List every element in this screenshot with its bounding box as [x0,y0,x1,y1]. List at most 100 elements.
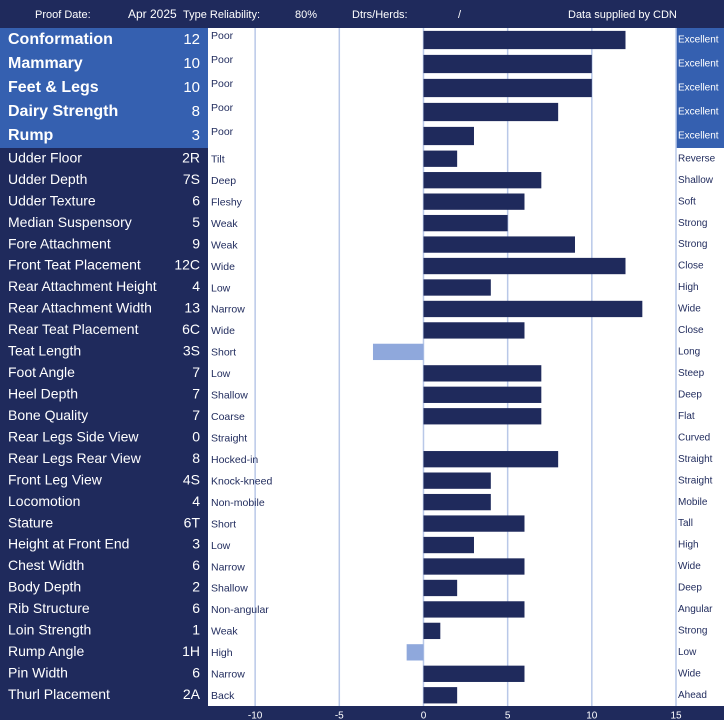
trait-name: Body Depth [8,579,81,595]
bar [423,601,525,618]
trait-name: Udder Floor [8,149,82,165]
summary-highlight [0,28,208,148]
trait-name: Conformation [8,31,113,48]
bar [423,515,525,532]
trait-score: 7 [192,386,200,402]
bar [423,408,542,425]
bar [423,257,626,275]
trait-score: 6T [184,514,201,530]
right-label: Excellent [678,35,719,46]
trait-name: Loin Strength [8,622,91,638]
bar [423,622,441,640]
right-label: Wide [678,668,701,679]
trait-score: 12C [174,257,200,273]
left-label: Narrow [211,561,245,573]
left-label: Poor [211,102,234,114]
trait-name: Rump Angle [8,643,84,659]
right-label: Strong [678,239,707,250]
left-label: Shallow [211,390,248,402]
trait-name: Rear Legs Rear View [8,450,142,466]
bar [423,665,525,682]
bar [423,687,458,704]
trait-score: 7 [192,364,200,380]
left-label: Weak [211,218,238,230]
bar [423,493,491,511]
right-label: Excellent [678,83,719,94]
trait-score: 4 [192,493,200,509]
trait-score: 6 [192,665,200,681]
trait-name: Udder Texture [8,192,96,208]
left-label: Poor [211,54,234,66]
left-label: Non-mobile [211,497,265,509]
left-label: Low [211,368,231,380]
left-label: Non-angular [211,604,269,616]
left-label: Tilt [211,154,225,166]
x-tick-label: -5 [335,711,344,720]
bar [423,451,559,468]
right-label: Flat [678,411,695,422]
trait-score: 10 [183,79,200,96]
trait-name: Bone Quality [8,407,88,423]
bar [423,536,474,554]
x-tick-label: -10 [248,711,263,720]
right-label: High [678,282,699,293]
bar [406,644,424,661]
trait-score: 3S [183,343,200,359]
x-tick-label: 0 [421,711,427,720]
left-label: Fleshy [211,196,243,208]
trait-score: 0 [192,428,200,444]
trait-name: Udder Depth [8,171,87,187]
bar [423,126,474,146]
bar [423,193,525,210]
header-label: Type Reliability: [183,9,260,21]
bar [423,30,626,50]
trait-name: Locomotion [8,493,80,509]
right-label: Steep [678,368,705,379]
trait-score: 1H [182,643,200,659]
right-label: Straight [678,454,713,465]
bar [423,150,458,167]
x-tick-label: 10 [586,711,598,720]
trait-score: 13 [184,300,200,316]
left-label: Hocked-in [211,454,258,466]
bar [423,78,592,98]
bar [423,579,458,597]
bar [423,279,491,296]
left-label: Narrow [211,669,245,681]
left-label: Shallow [211,583,248,595]
bar [423,386,542,403]
trait-name: Stature [8,514,53,530]
trait-score: 10 [183,55,200,72]
left-label: Poor [211,78,234,90]
trait-score: 12 [183,31,200,48]
trait-name: Front Teat Placement [8,257,141,273]
trait-score: 7 [192,407,200,423]
header-value: Apr 2025 [128,7,177,21]
left-label: Poor [211,126,234,138]
trait-score: 6C [182,321,200,337]
trait-score: 2A [183,686,201,702]
bar [423,172,542,189]
left-label: Weak [211,626,238,638]
right-label: High [678,540,699,551]
trait-name: Heel Depth [8,386,78,402]
trait-score: 6 [192,600,200,616]
trait-name: Feet & Legs [8,79,99,96]
right-label: Ahead [678,690,707,701]
bar [423,322,525,339]
trait-score: 3 [192,536,200,552]
right-label: Long [678,347,700,358]
left-label: Short [211,518,236,530]
left-label: Poor [211,30,234,42]
bar [423,214,508,232]
left-label: Straight [211,433,247,445]
trait-name: Rear Legs Side View [8,428,139,444]
right-label: Excellent [678,131,719,142]
right-label: Reverse [678,153,716,164]
bar [423,54,592,74]
left-label: Low [211,282,231,294]
trait-name: Chest Width [8,557,84,573]
left-label: High [211,647,233,659]
right-label: Excellent [678,107,719,118]
trait-score: 6 [192,192,200,208]
